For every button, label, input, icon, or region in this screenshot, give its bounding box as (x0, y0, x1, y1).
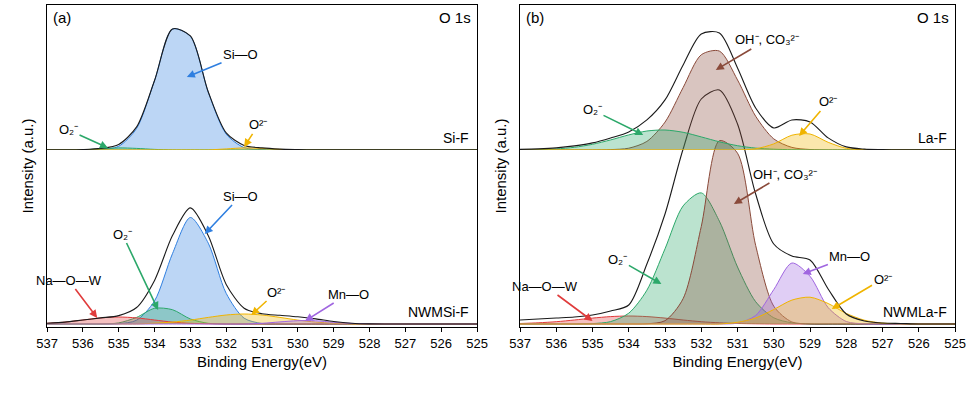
svg-text:525: 525 (944, 336, 966, 351)
svg-text:527: 527 (872, 336, 894, 351)
svg-text:525: 525 (466, 336, 488, 351)
svg-text:La-F: La-F (918, 130, 947, 146)
svg-text:OH⁻, CO₃²⁻: OH⁻, CO₃²⁻ (753, 167, 817, 182)
svg-text:536: 536 (545, 336, 567, 351)
svg-text:536: 536 (72, 336, 94, 351)
svg-text:530: 530 (763, 336, 785, 351)
svg-text:537: 537 (509, 336, 531, 351)
svg-text:O 1s: O 1s (917, 9, 949, 26)
svg-text:530: 530 (287, 336, 309, 351)
svg-text:O²⁻: O²⁻ (249, 117, 267, 132)
svg-text:526: 526 (430, 336, 452, 351)
svg-text:O²⁻: O²⁻ (267, 285, 285, 300)
svg-text:534: 534 (144, 336, 166, 351)
svg-text:535: 535 (582, 336, 604, 351)
svg-text:Binding Energy(eV): Binding Energy(eV) (672, 353, 802, 370)
svg-text:NWMSi-F: NWMSi-F (408, 304, 469, 320)
svg-text:Binding Energy(eV): Binding Energy(eV) (197, 353, 327, 370)
svg-text:533: 533 (654, 336, 676, 351)
svg-text:O²⁻: O²⁻ (874, 272, 892, 287)
svg-text:Mn—O: Mn—O (829, 249, 870, 264)
svg-text:OH⁻, CO₃²⁻: OH⁻, CO₃²⁻ (735, 32, 799, 47)
svg-text:526: 526 (908, 336, 930, 351)
svg-text:528: 528 (359, 336, 381, 351)
svg-text:NWMLa-F: NWMLa-F (883, 304, 947, 320)
svg-text:Na—O—W: Na—O—W (512, 279, 578, 294)
svg-text:O₂⁻: O₂⁻ (113, 227, 132, 242)
svg-text:Intensity (a.u.): Intensity (a.u.) (19, 118, 36, 213)
svg-text:527: 527 (395, 336, 417, 351)
svg-text:532: 532 (690, 336, 712, 351)
svg-text:Intensity (a.u.): Intensity (a.u.) (492, 118, 509, 213)
svg-text:537: 537 (36, 336, 58, 351)
svg-text:O₂⁻: O₂⁻ (583, 102, 602, 117)
svg-text:Si—O: Si—O (223, 189, 258, 204)
svg-text:O²⁻: O²⁻ (819, 94, 837, 109)
svg-text:531: 531 (727, 336, 749, 351)
svg-text:535: 535 (108, 336, 130, 351)
svg-text:534: 534 (618, 336, 640, 351)
svg-text:O₂⁻: O₂⁻ (59, 122, 78, 137)
svg-text:(a): (a) (53, 9, 71, 26)
svg-text:Si—O: Si—O (223, 47, 258, 62)
svg-text:531: 531 (251, 336, 273, 351)
svg-text:532: 532 (215, 336, 237, 351)
svg-text:528: 528 (835, 336, 857, 351)
svg-text:533: 533 (180, 336, 202, 351)
svg-text:529: 529 (323, 336, 345, 351)
svg-text:(b): (b) (526, 9, 544, 26)
svg-text:Na—O—W: Na—O—W (36, 273, 102, 288)
svg-text:Si-F: Si-F (443, 130, 469, 146)
svg-text:Mn—O: Mn—O (328, 287, 369, 302)
svg-text:529: 529 (799, 336, 821, 351)
svg-text:O 1s: O 1s (439, 9, 471, 26)
svg-text:O₂⁻: O₂⁻ (608, 252, 627, 267)
